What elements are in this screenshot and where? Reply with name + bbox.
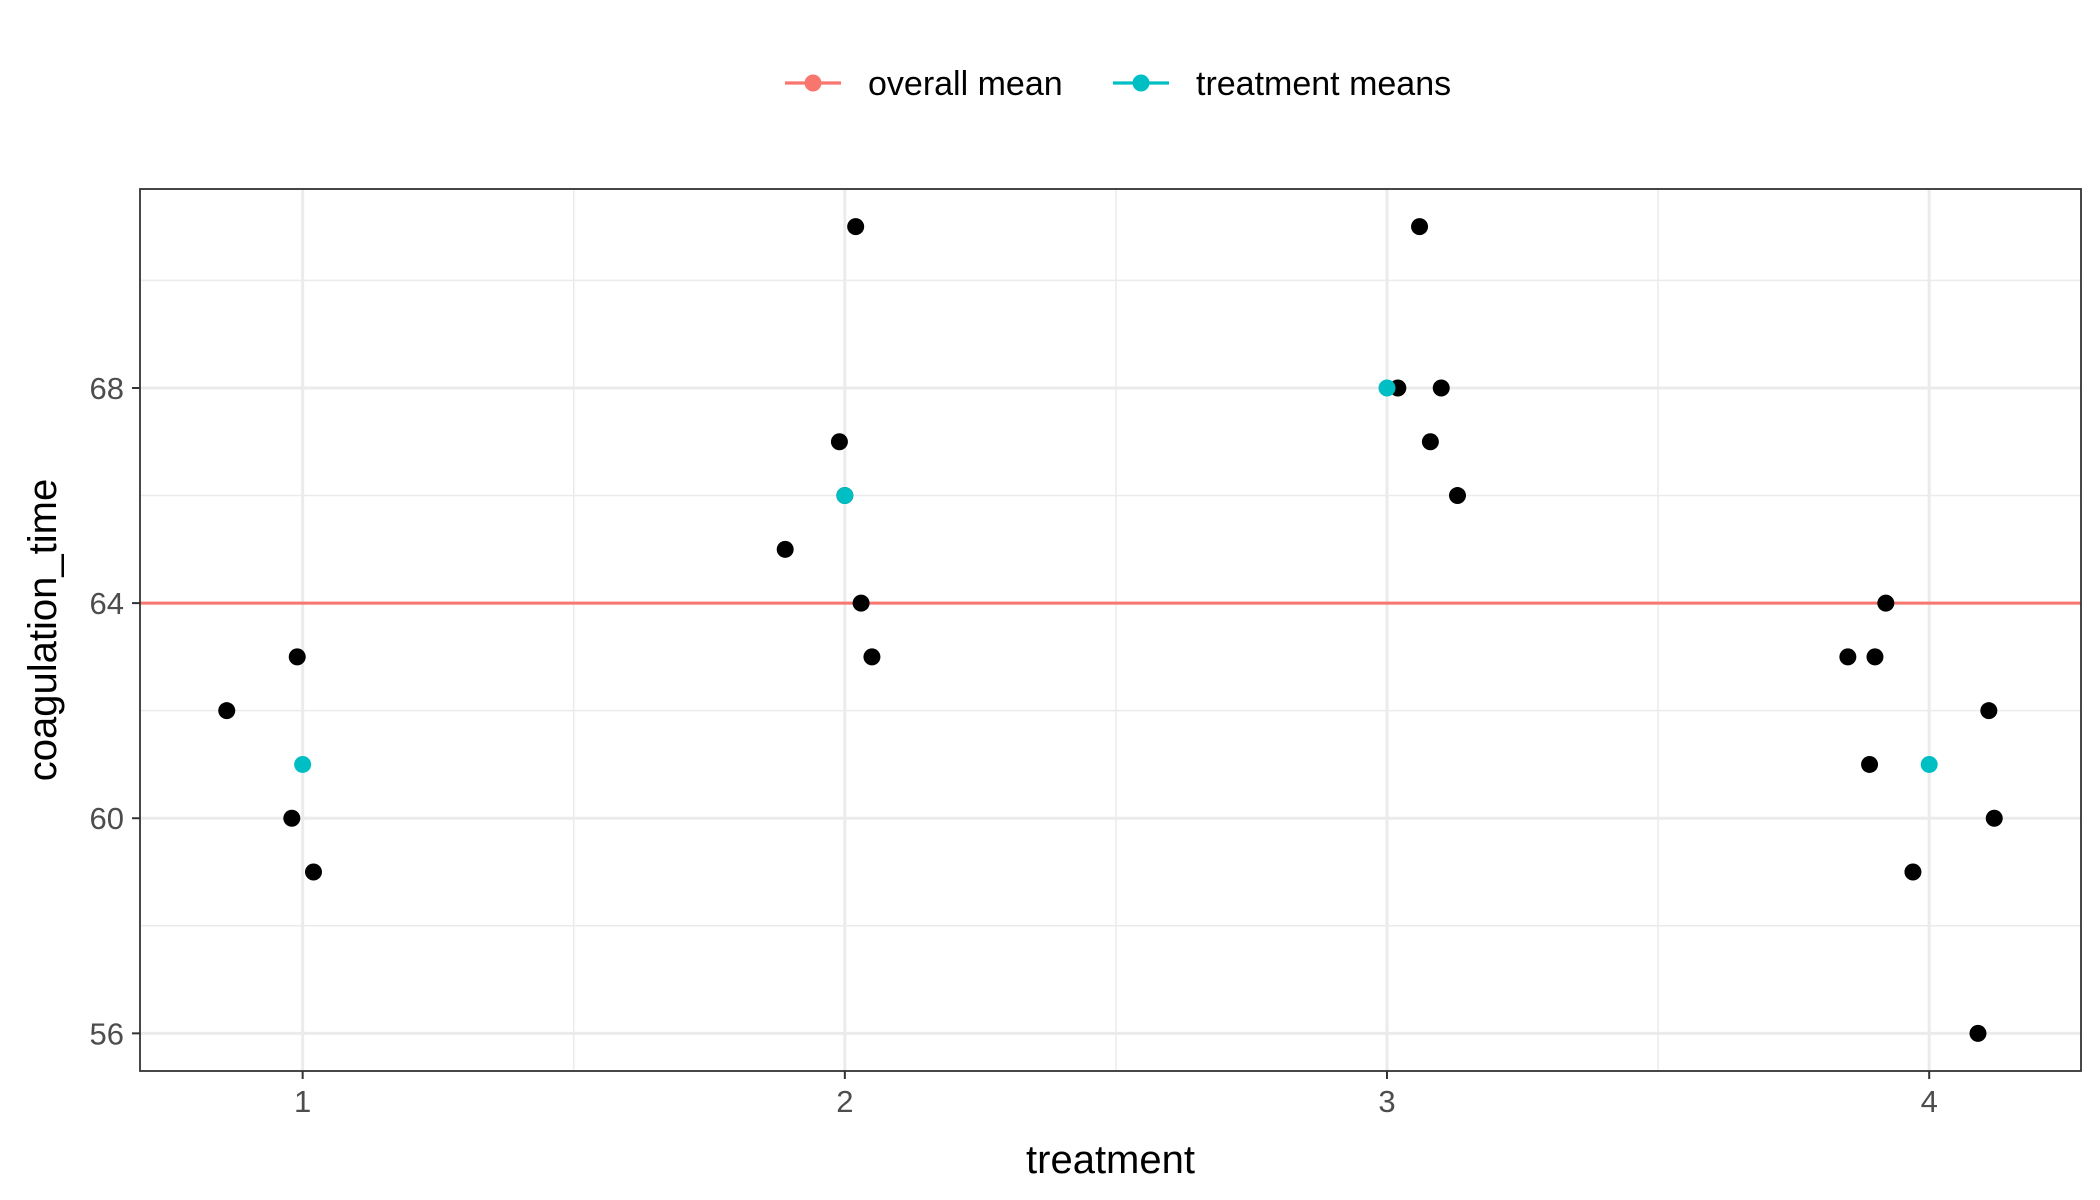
grid-layer	[140, 189, 2081, 1071]
observation-point	[1904, 863, 1922, 881]
ticks-layer: 1 2 3 4 56 60 64 68	[90, 371, 1938, 1119]
observation-point	[288, 648, 306, 666]
observation-point	[847, 218, 865, 236]
y-tick-label: 60	[90, 801, 124, 836]
panel-border	[139, 188, 2082, 1072]
observation-point	[1985, 809, 2003, 827]
x-tick-label: 4	[1921, 1084, 1938, 1119]
treatment-mean-point	[1378, 379, 1396, 397]
observation-point	[283, 809, 301, 827]
observation-point	[1839, 648, 1857, 666]
observation-point	[1432, 379, 1450, 397]
observation-point	[1421, 433, 1439, 451]
x-tick-label: 2	[836, 1084, 853, 1119]
observation-point	[830, 433, 848, 451]
observation-point	[1877, 594, 1895, 612]
legend-key-point	[804, 74, 822, 92]
treatment-mean-point	[836, 487, 854, 505]
observation-point	[863, 648, 881, 666]
legend-label: treatment means	[1196, 65, 1451, 103]
x-tick-label: 1	[294, 1084, 311, 1119]
legend-label: overall mean	[868, 65, 1063, 103]
y-tick-label: 64	[90, 586, 124, 621]
observation-point	[218, 702, 236, 720]
observation-point	[304, 863, 322, 881]
observation-points-layer	[218, 218, 2003, 1042]
observation-point	[1969, 1024, 1987, 1042]
treatment-mean-point	[294, 755, 312, 773]
observation-point	[1448, 487, 1466, 505]
legend: overall mean treatment means	[785, 65, 1451, 103]
observation-point	[1411, 218, 1429, 236]
observation-point	[852, 594, 870, 612]
observation-point	[1861, 755, 1879, 773]
treatment-means-layer	[294, 379, 1938, 773]
y-axis-title: coagulation_time	[21, 479, 65, 781]
y-tick-label: 68	[90, 371, 124, 406]
observation-point	[776, 540, 794, 558]
x-tick-label: 3	[1378, 1084, 1395, 1119]
x-axis-title: treatment	[1026, 1138, 1195, 1182]
legend-key-point	[1132, 74, 1150, 92]
observation-point	[1980, 702, 1998, 720]
observation-point	[1866, 648, 1884, 666]
y-tick-label: 56	[90, 1016, 124, 1051]
treatment-mean-point	[1920, 755, 1938, 773]
